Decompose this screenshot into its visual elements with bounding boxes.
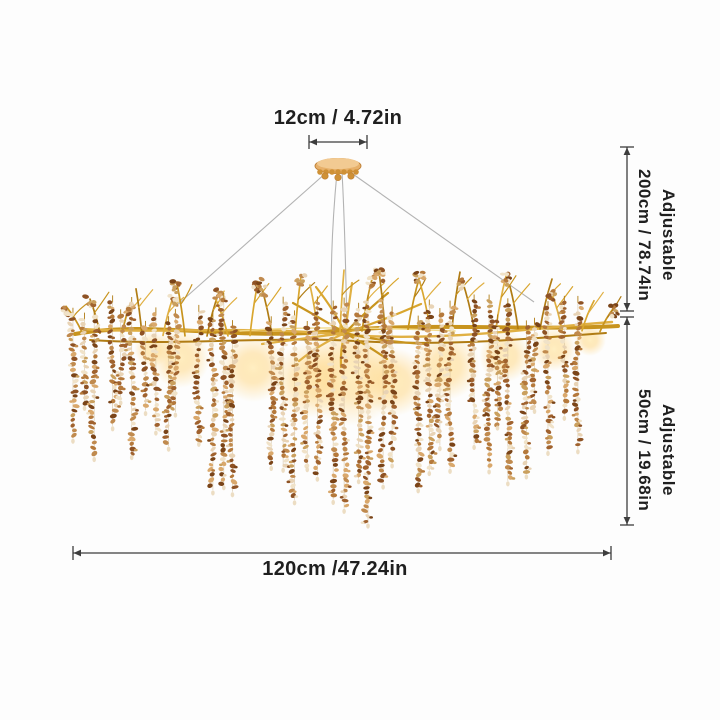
body-height-label: 50cm / 19.68in [635,388,654,512]
body-height-arrow [620,316,634,526]
canopy-width-arrow [308,135,368,149]
body-width-label: 120cm /47.24in [262,558,408,580]
drop-height-adjustable-label: Adjustable [659,189,678,281]
drop-height-label: 200cm / 78.74in [635,168,654,302]
crystal-bead-strands [66,293,584,529]
body-height-adjustable-label: Adjustable [659,404,678,496]
body-height-labels: 50cm / 19.68in Adjustable [634,345,678,555]
drop-height-arrow [620,146,634,312]
body-width-arrow [72,546,612,560]
drop-height-labels: 200cm / 78.74in Adjustable [634,152,678,318]
canopy-width-label: 12cm / 4.72in [273,107,403,129]
ceiling-canopy [314,158,362,182]
